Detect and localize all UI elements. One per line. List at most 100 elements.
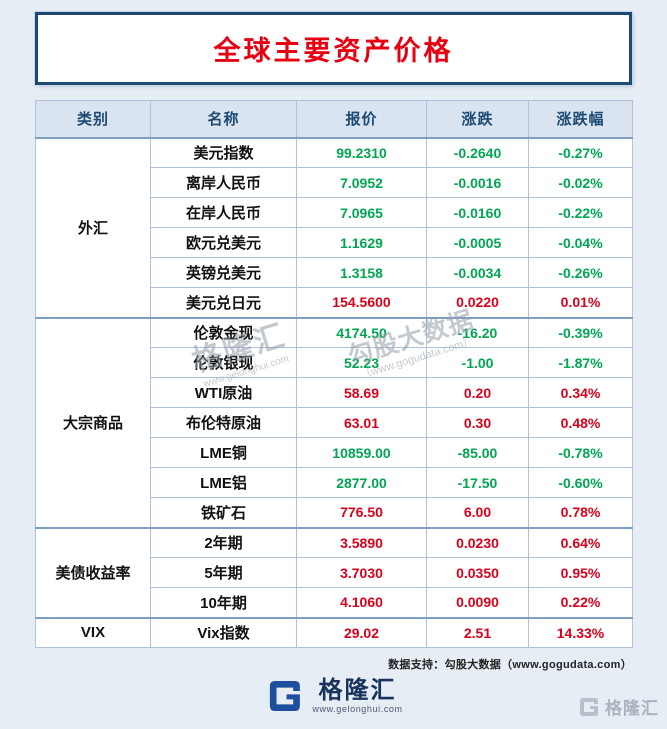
price-cell: 3.5890	[296, 526, 427, 558]
change-cell: -85.00	[426, 437, 529, 468]
price-cell: 1.1629	[296, 227, 427, 258]
asset-price-table: 类别 名称 报价 涨跌 涨跌幅 外汇 美元指数 99.2310 -0.2640 -0.27% 离岸…	[35, 100, 633, 648]
pct-cell: 0.48%	[528, 407, 633, 438]
price-cell: 7.0952	[296, 167, 427, 198]
table-body: 外汇 美元指数 99.2310 -0.2640 -0.27% 离岸人民币 7.0952 -0.…	[35, 136, 633, 648]
table-row: 5年期 3.7030 0.0350 0.95%	[36, 557, 633, 588]
name-cell: 2年期	[150, 526, 297, 558]
category-cell: 美债收益率	[35, 526, 151, 618]
pct-cell: -0.22%	[528, 197, 633, 228]
table-row: LME铜 10859.00 -85.00 -0.78%	[36, 437, 633, 468]
name-cell: 5年期	[150, 557, 297, 588]
change-cell: -1.00	[426, 347, 529, 378]
page-title: 全球主要资产价格	[213, 36, 454, 66]
name-cell: 伦敦银现	[150, 347, 297, 378]
table-row: LME铝 2877.00 -17.50 -0.60%	[36, 467, 633, 498]
column-header: 类别	[35, 100, 151, 138]
price-cell: 776.50	[296, 497, 427, 528]
name-cell: 10年期	[150, 587, 297, 618]
name-cell: 欧元兑美元	[150, 227, 297, 258]
name-cell: WTI原油	[150, 377, 297, 408]
price-cell: 58.69	[296, 377, 427, 408]
title-banner: 全球主要资产价格	[35, 12, 632, 85]
pct-cell: 0.22%	[528, 587, 633, 618]
pct-cell: 0.34%	[528, 377, 633, 408]
change-cell: -0.2640	[426, 136, 529, 168]
price-cell: 99.2310	[296, 136, 427, 168]
table-row: 离岸人民币 7.0952 -0.0016 -0.02%	[36, 167, 633, 198]
change-cell: 6.00	[426, 497, 529, 528]
table-row: 英镑兑美元 1.3158 -0.0034 -0.26%	[36, 257, 633, 288]
name-cell: LME铝	[150, 467, 297, 498]
gelonghui-logo-icon	[269, 681, 300, 711]
name-cell: 伦敦金现	[150, 316, 297, 348]
brand-url: www.gelonghui.com	[312, 703, 403, 714]
name-cell: 在岸人民币	[150, 197, 297, 228]
pct-cell: 0.95%	[528, 557, 633, 588]
table-row: 美元兑日元 154.5600 0.0220 0.01%	[36, 287, 633, 318]
price-cell: 7.0965	[296, 197, 427, 228]
change-cell: -16.20	[426, 316, 529, 348]
pct-cell: -0.78%	[528, 437, 633, 468]
pct-cell: -0.27%	[528, 136, 633, 168]
change-cell: -0.0005	[426, 227, 529, 258]
table-row: 大宗商品 伦敦金现 4174.50 -16.20 -0.39%	[35, 316, 633, 528]
price-cell: 10859.00	[296, 437, 427, 468]
name-cell: LME铜	[150, 437, 297, 468]
pct-cell: -1.87%	[528, 347, 633, 378]
change-cell: -0.0034	[426, 257, 529, 288]
pct-cell: -0.02%	[528, 167, 633, 198]
change-cell: 0.0350	[426, 557, 529, 588]
name-cell: Vix指数	[150, 616, 297, 648]
pct-cell: 0.64%	[528, 526, 633, 558]
category-cell: 外汇	[35, 136, 151, 318]
corner-brand-text: 格隆汇	[605, 699, 659, 718]
change-cell: -0.0016	[426, 167, 529, 198]
pct-cell: -0.60%	[528, 467, 633, 498]
price-cell: 1.3158	[296, 257, 427, 288]
change-cell: 0.0230	[426, 526, 529, 558]
name-cell: 铁矿石	[150, 497, 297, 528]
name-cell: 美元指数	[150, 136, 297, 168]
data-support-note: 数据支持：勾股大数据（www.gogudata.com）	[388, 659, 632, 671]
price-cell: 2877.00	[296, 467, 427, 498]
change-cell: 0.0090	[426, 587, 529, 618]
pct-cell: 14.33%	[528, 616, 633, 648]
name-cell: 布伦特原油	[150, 407, 297, 438]
column-header: 报价	[296, 100, 427, 138]
table-row: 在岸人民币 7.0965 -0.0160 -0.22%	[36, 197, 633, 228]
name-cell: 美元兑日元	[150, 287, 297, 318]
table-row: 铁矿石 776.50 6.00 0.78%	[36, 497, 633, 528]
category-cell: VIX	[35, 616, 151, 648]
name-cell: 离岸人民币	[150, 167, 297, 198]
corner-gelonghui-logo-icon	[580, 697, 598, 716]
gelonghui-brand-lockup: 格隆汇 www.gelonghui.com	[264, 676, 402, 716]
table-header-row: 类别 名称 报价 涨跌 涨跌幅	[35, 100, 633, 138]
change-cell: 0.20	[426, 377, 529, 408]
price-cell: 154.5600	[296, 287, 427, 318]
change-cell: 2.51	[426, 616, 529, 648]
table-row: 美债收益率 2年期 3.5890 0.0230 0.64%	[35, 526, 633, 618]
column-header: 涨跌	[426, 100, 529, 138]
change-cell: 0.0220	[426, 287, 529, 318]
pct-cell: 0.78%	[528, 497, 633, 528]
corner-brand: 格隆汇	[577, 694, 659, 719]
category-cell: 大宗商品	[35, 316, 151, 528]
price-cell: 63.01	[296, 407, 427, 438]
column-header: 涨跌幅	[528, 100, 633, 138]
table-row: 外汇 美元指数 99.2310 -0.2640 -0.27%	[35, 136, 633, 318]
table-row: 欧元兑美元 1.1629 -0.0005 -0.04%	[36, 227, 633, 258]
change-cell: 0.30	[426, 407, 529, 438]
price-cell: 29.02	[296, 616, 427, 648]
table-row: VIX Vix指数 29.02 2.51 14.33%	[35, 616, 633, 648]
change-cell: -0.0160	[426, 197, 529, 228]
pct-cell: 0.01%	[528, 287, 633, 318]
column-header: 名称	[150, 100, 297, 138]
pct-cell: -0.26%	[528, 257, 633, 288]
price-cell: 3.7030	[296, 557, 427, 588]
pct-cell: -0.39%	[528, 316, 633, 348]
table-row: WTI原油 58.69 0.20 0.34%	[36, 377, 633, 408]
brand-name: 格隆汇	[318, 677, 397, 705]
price-cell: 52.23	[296, 347, 427, 378]
name-cell: 英镑兑美元	[150, 257, 297, 288]
